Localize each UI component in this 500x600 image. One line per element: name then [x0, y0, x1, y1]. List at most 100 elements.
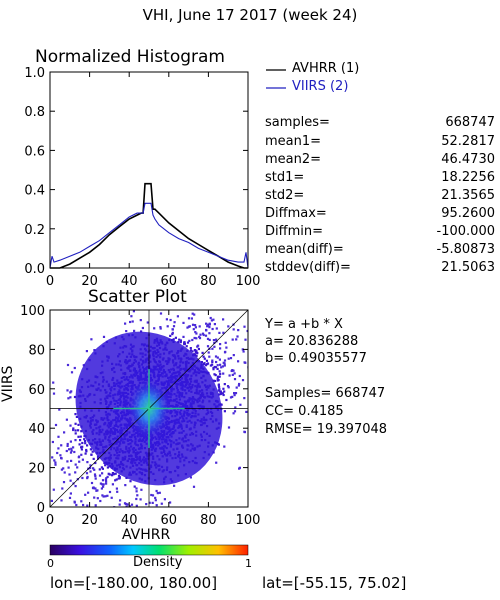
scatter-point [69, 424, 72, 427]
scatter-point [106, 494, 109, 497]
scatter-point [191, 338, 194, 342]
scatter-point [208, 332, 211, 335]
scatter-point [56, 451, 59, 455]
scatter-point [244, 361, 247, 364]
scatter-point [222, 372, 225, 375]
scatter-point [186, 326, 189, 329]
scatter-point [189, 349, 193, 352]
scatter-point [232, 369, 235, 372]
scatter-point [160, 502, 163, 505]
scatter-point [101, 479, 105, 482]
scatter-point [80, 430, 83, 433]
scatter-point [148, 501, 151, 504]
scatter-point [197, 344, 200, 347]
scatter-point [237, 360, 240, 363]
scatter-point [85, 472, 89, 475]
scatter-point [124, 322, 127, 325]
scatter-point [115, 487, 118, 490]
scatter-point [216, 377, 219, 380]
scatter-point [210, 319, 213, 322]
scatter-point [124, 484, 127, 487]
scatter-point [69, 396, 72, 399]
x-tick-label: 60 [161, 274, 178, 289]
scatter-point [246, 329, 248, 333]
scatter-point [211, 327, 214, 331]
scatter-point [77, 456, 80, 459]
scatter-point [98, 468, 101, 471]
scatter-point [66, 444, 69, 447]
scatter-point [101, 467, 104, 470]
scatter-point [214, 374, 217, 377]
scatter-point [135, 504, 138, 507]
scatter-point [52, 488, 55, 491]
scatter-point [219, 347, 222, 350]
scatter-point [74, 422, 77, 425]
scatter-point [68, 448, 71, 451]
scatter-point [106, 475, 109, 478]
scatter-point [234, 406, 237, 409]
scatter-point [159, 326, 162, 329]
scatter-point [173, 321, 176, 324]
scatter-point [131, 320, 134, 323]
scatter-point [84, 452, 87, 455]
scatter-frame [49, 309, 249, 508]
scatter-point [110, 496, 113, 499]
scatter-point [99, 482, 102, 485]
scatter-point [218, 370, 221, 373]
scatter-point [68, 496, 72, 499]
legend-label-avhrr: AVHRR (1) [292, 61, 360, 76]
scatter-point [94, 504, 97, 507]
scatter-point [223, 351, 227, 354]
scatter-point [74, 485, 77, 488]
scatter-point [72, 428, 75, 432]
scatter-point [123, 502, 127, 505]
stat-label: mean2= [265, 152, 322, 167]
scatter-point [243, 325, 246, 328]
scatter-point [218, 375, 221, 378]
scatter-point [192, 485, 196, 488]
scatter-point [140, 330, 143, 333]
scatter-point [69, 451, 73, 454]
scatter-point [84, 442, 87, 445]
scatter-point [223, 383, 226, 386]
scatter-point [94, 487, 97, 490]
scatter-point [136, 494, 139, 497]
scatter-point [217, 389, 220, 392]
scatter-point [60, 456, 63, 460]
scatter-point [215, 338, 218, 341]
legend-label-viirs: VIIRS (2) [292, 79, 349, 94]
scatter-point [223, 410, 226, 413]
scatter-point [206, 363, 209, 366]
scatter-point [216, 356, 219, 359]
scatter-point [212, 368, 215, 371]
scatter-point [79, 435, 82, 438]
scatter-point [154, 499, 157, 502]
scatter-point [65, 418, 68, 421]
scatter-point [67, 397, 70, 400]
scatter-point [74, 463, 77, 466]
scatter-point [204, 364, 208, 367]
scatter-point [166, 325, 169, 328]
scatter-point [126, 503, 129, 506]
stat-label: std1= [265, 170, 305, 185]
scatter-point [199, 333, 202, 336]
scatter-point [194, 351, 197, 354]
scatter-point [104, 464, 107, 467]
scatter-point [125, 330, 128, 333]
scatter-point [60, 444, 63, 447]
scatter-point [194, 331, 197, 334]
scatter-xlabel: AVHRR [122, 527, 171, 543]
scatter-point [151, 494, 155, 497]
scatter-point [159, 312, 163, 315]
scatter-point [90, 453, 93, 456]
scatter-point [215, 327, 218, 330]
scatter-point [61, 487, 64, 490]
scatter-point [60, 468, 63, 471]
scatter-point [99, 499, 102, 503]
scatter-point [202, 362, 205, 366]
scatter-point [57, 435, 60, 438]
density-colorbar [49, 544, 249, 556]
scatter-point [185, 345, 188, 348]
scatter-point [70, 447, 73, 450]
scatter-point [85, 350, 88, 353]
